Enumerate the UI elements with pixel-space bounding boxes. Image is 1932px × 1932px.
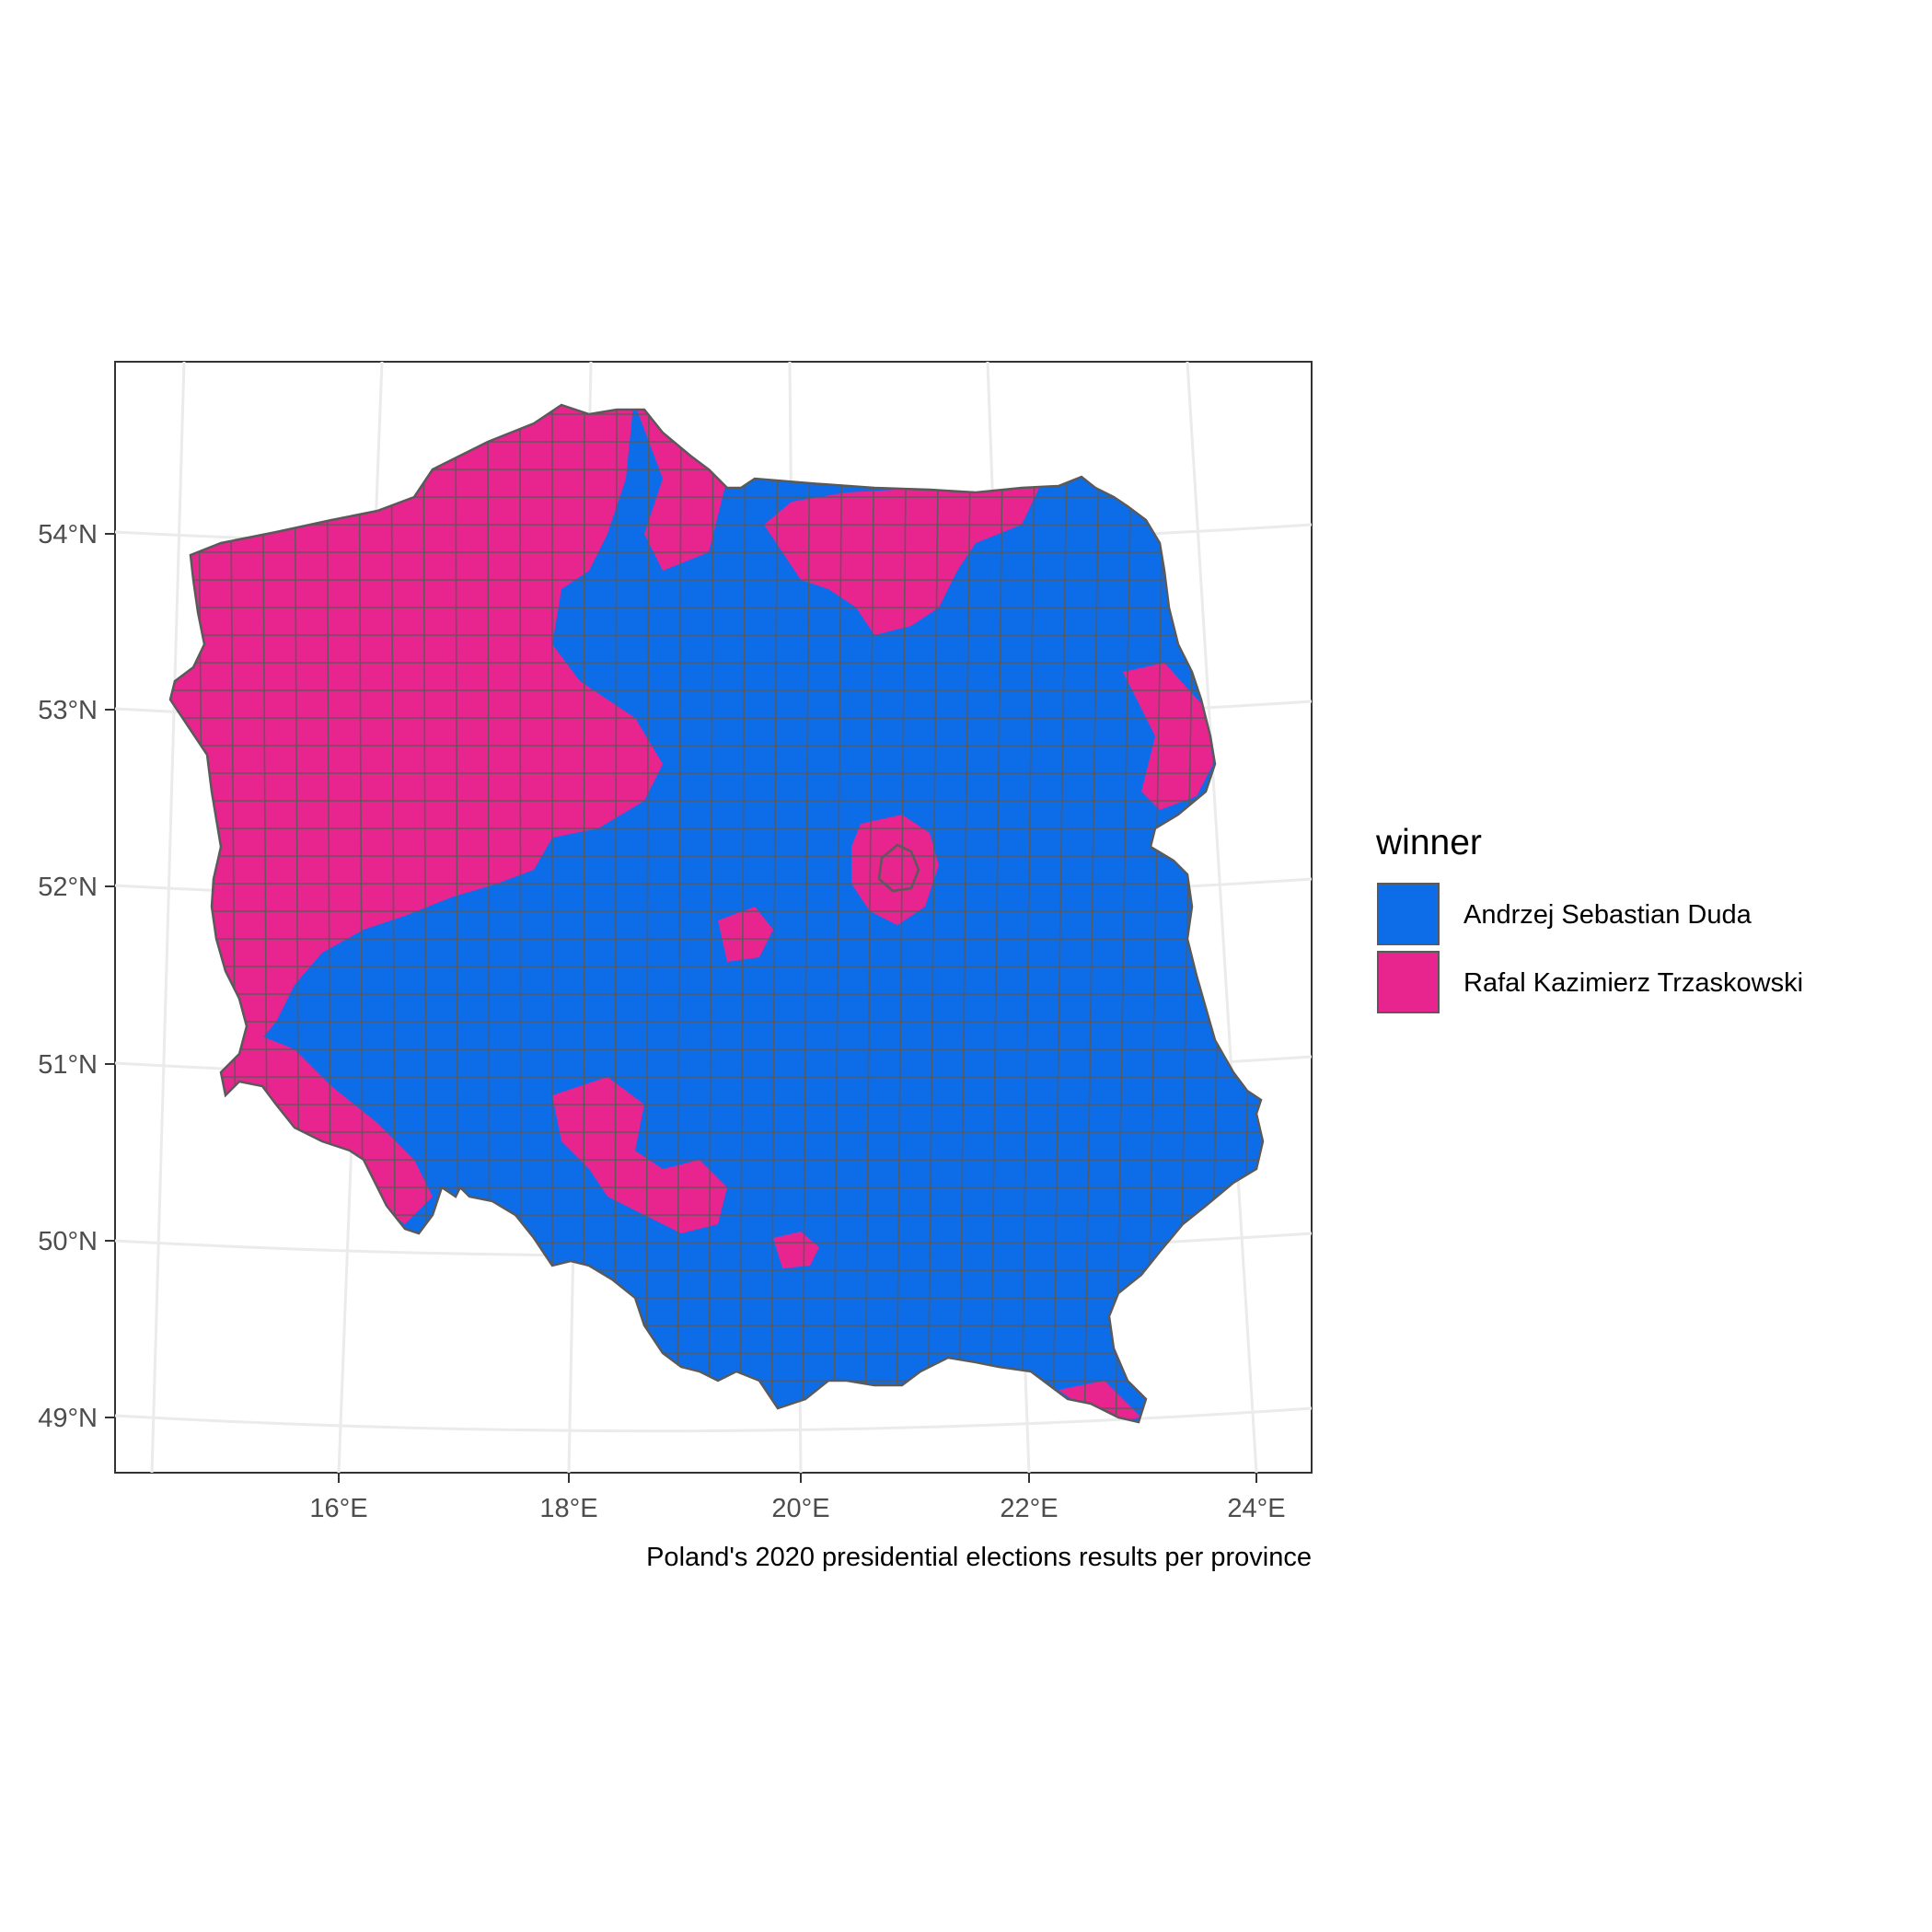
y-tick-51: 51°N: [38, 1050, 98, 1080]
y-tick-53: 53°N: [38, 696, 98, 725]
y-tick-49: 49°N: [38, 1404, 98, 1433]
region-trzaskowski-warsaw: [851, 815, 939, 925]
x-tick-20: 20°E: [771, 1494, 829, 1523]
x-tick-22: 22°E: [1000, 1494, 1058, 1523]
x-tick-18: 18°E: [539, 1494, 597, 1523]
legend-swatch-trzaskowski: [1377, 951, 1440, 1013]
x-axis: [338, 1473, 1257, 1483]
x-tick-16: 16°E: [309, 1494, 367, 1523]
region-trzaskowski-northeast: [764, 486, 1040, 635]
legend: winner Andrzej Sebastian Duda Rafal Kazi…: [1375, 823, 1803, 1013]
region-trzaskowski-silesia: [552, 1077, 727, 1233]
country-outline: [168, 403, 1265, 1424]
region-trzaskowski-krakow: [773, 1232, 819, 1268]
map-caption: Poland's 2020 presidential elections res…: [646, 1543, 1312, 1572]
legend-title: winner: [1375, 823, 1482, 862]
y-tick-54: 54°N: [38, 520, 98, 550]
legend-label-trzaskowski: Rafal Kazimierz Trzaskowski: [1463, 968, 1803, 998]
y-tick-50: 50°N: [38, 1227, 98, 1256]
legend-swatch-duda: [1377, 883, 1440, 945]
region-trzaskowski-lodz: [718, 907, 773, 962]
y-axis: [105, 533, 115, 1418]
x-tick-24: 24°E: [1227, 1494, 1285, 1523]
region-trzaskowski-tatra: [1059, 1381, 1141, 1422]
y-tick-52: 52°N: [38, 873, 98, 902]
legend-label-duda: Andrzej Sebastian Duda: [1463, 900, 1753, 930]
